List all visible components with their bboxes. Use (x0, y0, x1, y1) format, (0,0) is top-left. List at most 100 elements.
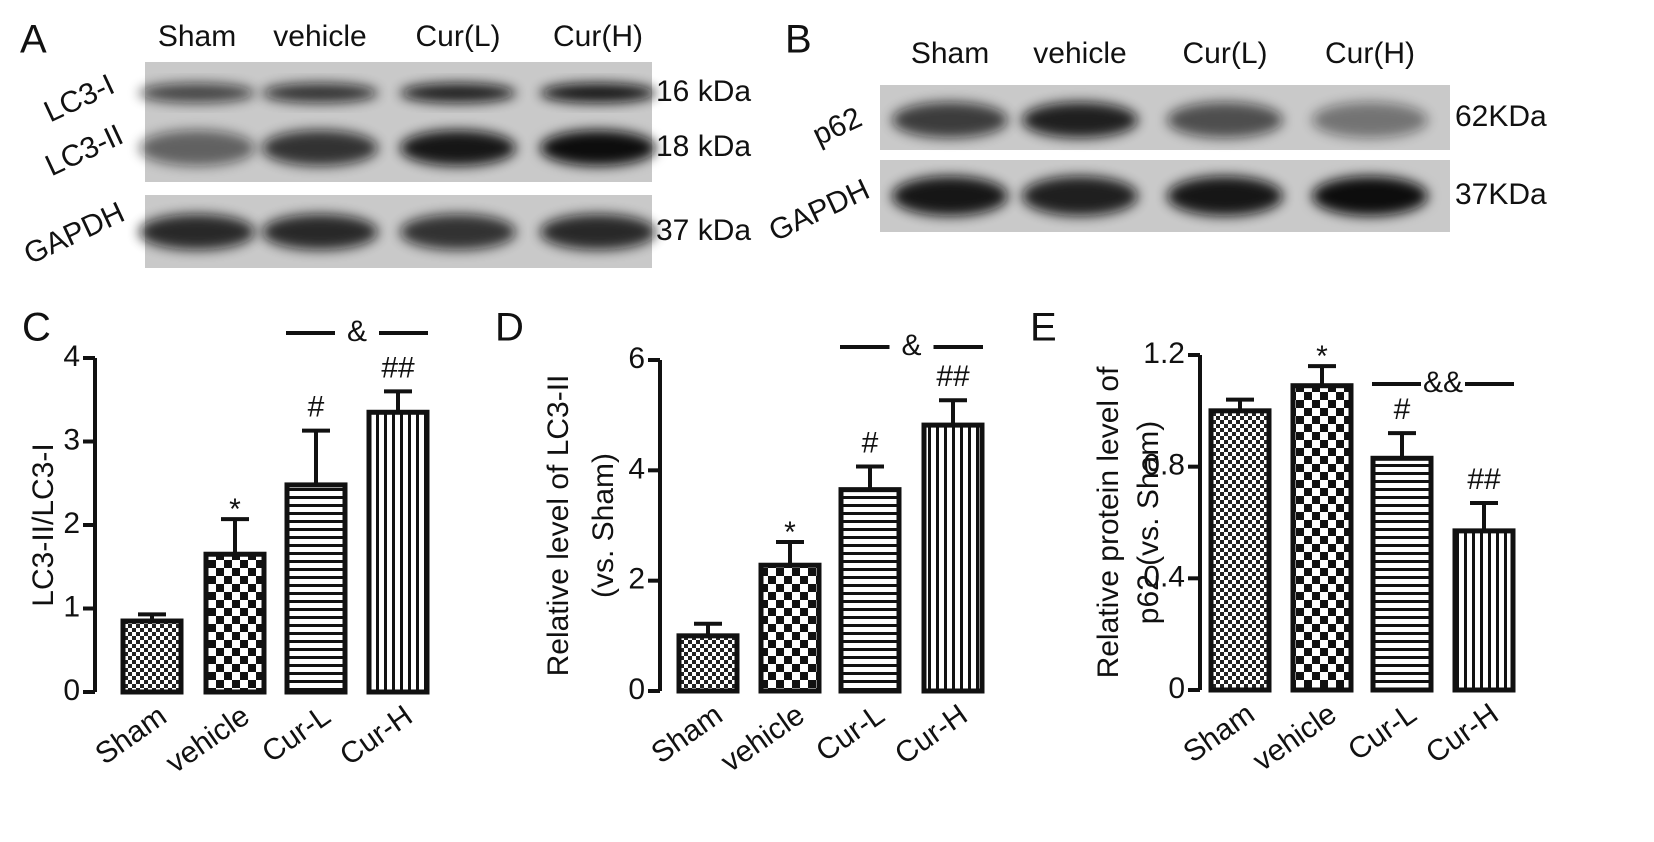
lane-label: Cur(L) (415, 20, 500, 53)
error-bar (1226, 397, 1254, 411)
x-tick-label: vehicle (160, 699, 255, 780)
y-tick-label: 2 (628, 563, 645, 596)
lane-label: Cur(H) (553, 20, 643, 53)
error-bar (1388, 431, 1416, 459)
bar (366, 409, 430, 695)
bar (120, 618, 184, 695)
y-tick-label: 0 (1168, 672, 1185, 705)
error-bar (1308, 364, 1336, 386)
blot-band (139, 83, 255, 103)
blot-band (540, 214, 656, 250)
y-tick-label: 6 (628, 342, 645, 375)
size-label: 16 kDa (656, 75, 751, 108)
panel-letter: C (22, 306, 51, 350)
error-bar (1470, 500, 1498, 531)
error-bar (138, 612, 166, 622)
y-axis-label: Relative protein level of (1092, 366, 1125, 679)
significance-mark: * (784, 516, 796, 549)
y-axis-label: p62 (vs. Sham) (1132, 421, 1165, 624)
bar (203, 551, 267, 695)
blot-band (892, 102, 1008, 138)
lane-label: Sham (911, 37, 989, 70)
panel-letter: E (1030, 306, 1057, 350)
blot-band (1022, 176, 1138, 216)
significance-mark: ## (936, 360, 970, 393)
lane-label: Sham (158, 20, 236, 53)
error-bar (694, 621, 722, 636)
protein-label: LC3-I (39, 68, 119, 129)
bracket-label: & (901, 329, 921, 362)
x-tick-label: vehicle (715, 698, 810, 779)
x-tick-label: Cur-H (334, 699, 418, 772)
blot-band (540, 130, 656, 166)
size-label: 37 kDa (656, 214, 751, 247)
bar (1370, 455, 1434, 693)
y-axis-label: LC3-II/LC3-I (27, 443, 60, 606)
y-tick-label: 0.8 (1143, 449, 1185, 482)
blot-band (1022, 102, 1138, 138)
blot-band (262, 130, 378, 166)
bracket-label: & (347, 315, 367, 348)
significance-mark: * (229, 493, 241, 526)
x-tick-label: Sham (645, 698, 728, 770)
x-tick-label: Cur-L (810, 698, 890, 768)
x-tick-label: Cur-H (1420, 697, 1504, 770)
y-tick-label: 3 (63, 423, 80, 456)
panel-letter: A (20, 18, 47, 62)
error-bar (776, 540, 804, 566)
y-axis-label: (vs. Sham) (587, 453, 620, 598)
lane-label: Cur(L) (1182, 37, 1267, 70)
blot-band (400, 214, 516, 250)
bar (676, 633, 740, 694)
bar (1208, 408, 1272, 693)
y-tick-label: 1.2 (1143, 337, 1185, 370)
bar (838, 487, 902, 694)
y-tick-label: 0 (628, 673, 645, 706)
y-tick-label: 0.4 (1143, 560, 1185, 593)
significance-mark: # (1394, 393, 1411, 426)
blot-band (1167, 176, 1283, 216)
x-tick-label: Sham (89, 699, 172, 771)
y-tick-label: 4 (628, 452, 645, 485)
blot-band (139, 214, 255, 250)
blot-band (1167, 102, 1283, 138)
size-label: 18 kDa (656, 130, 751, 163)
bar (921, 422, 985, 694)
error-bar (221, 517, 249, 555)
blot-band (262, 83, 378, 103)
x-tick-label: Cur-L (1342, 697, 1422, 767)
blot-band (400, 83, 516, 103)
error-bar (856, 464, 884, 490)
blot-band (262, 214, 378, 250)
bar (1452, 528, 1516, 693)
blot-band (1312, 102, 1428, 138)
protein-label: GAPDH (19, 196, 130, 271)
y-tick-label: 0 (63, 674, 80, 707)
x-tick-label: vehicle (1247, 697, 1342, 778)
blot-band (540, 83, 656, 103)
x-tick-label: Cur-L (256, 699, 336, 769)
blot-band (1312, 176, 1428, 216)
blot-band (892, 176, 1008, 216)
lane-label: vehicle (273, 20, 366, 53)
bar (758, 562, 822, 694)
x-tick-label: Cur-H (889, 698, 973, 771)
significance-mark: * (1316, 340, 1328, 373)
significance-mark: ## (381, 351, 415, 384)
bracket-label: && (1423, 366, 1463, 399)
lane-label: vehicle (1033, 37, 1126, 70)
x-tick-label: Sham (1177, 697, 1260, 769)
panel-letter: D (495, 306, 524, 350)
blot-band (400, 130, 516, 166)
y-tick-label: 2 (63, 507, 80, 540)
significance-mark: # (862, 426, 879, 459)
panel-letter: B (785, 18, 812, 62)
blot-band (139, 130, 255, 166)
protein-label: p62 (808, 101, 867, 152)
significance-mark: ## (1467, 463, 1501, 496)
y-tick-label: 4 (63, 340, 80, 373)
protein-label: GAPDH (764, 173, 875, 248)
y-axis-label: Relative level of LC3-II (542, 375, 575, 677)
error-bar (302, 428, 330, 485)
